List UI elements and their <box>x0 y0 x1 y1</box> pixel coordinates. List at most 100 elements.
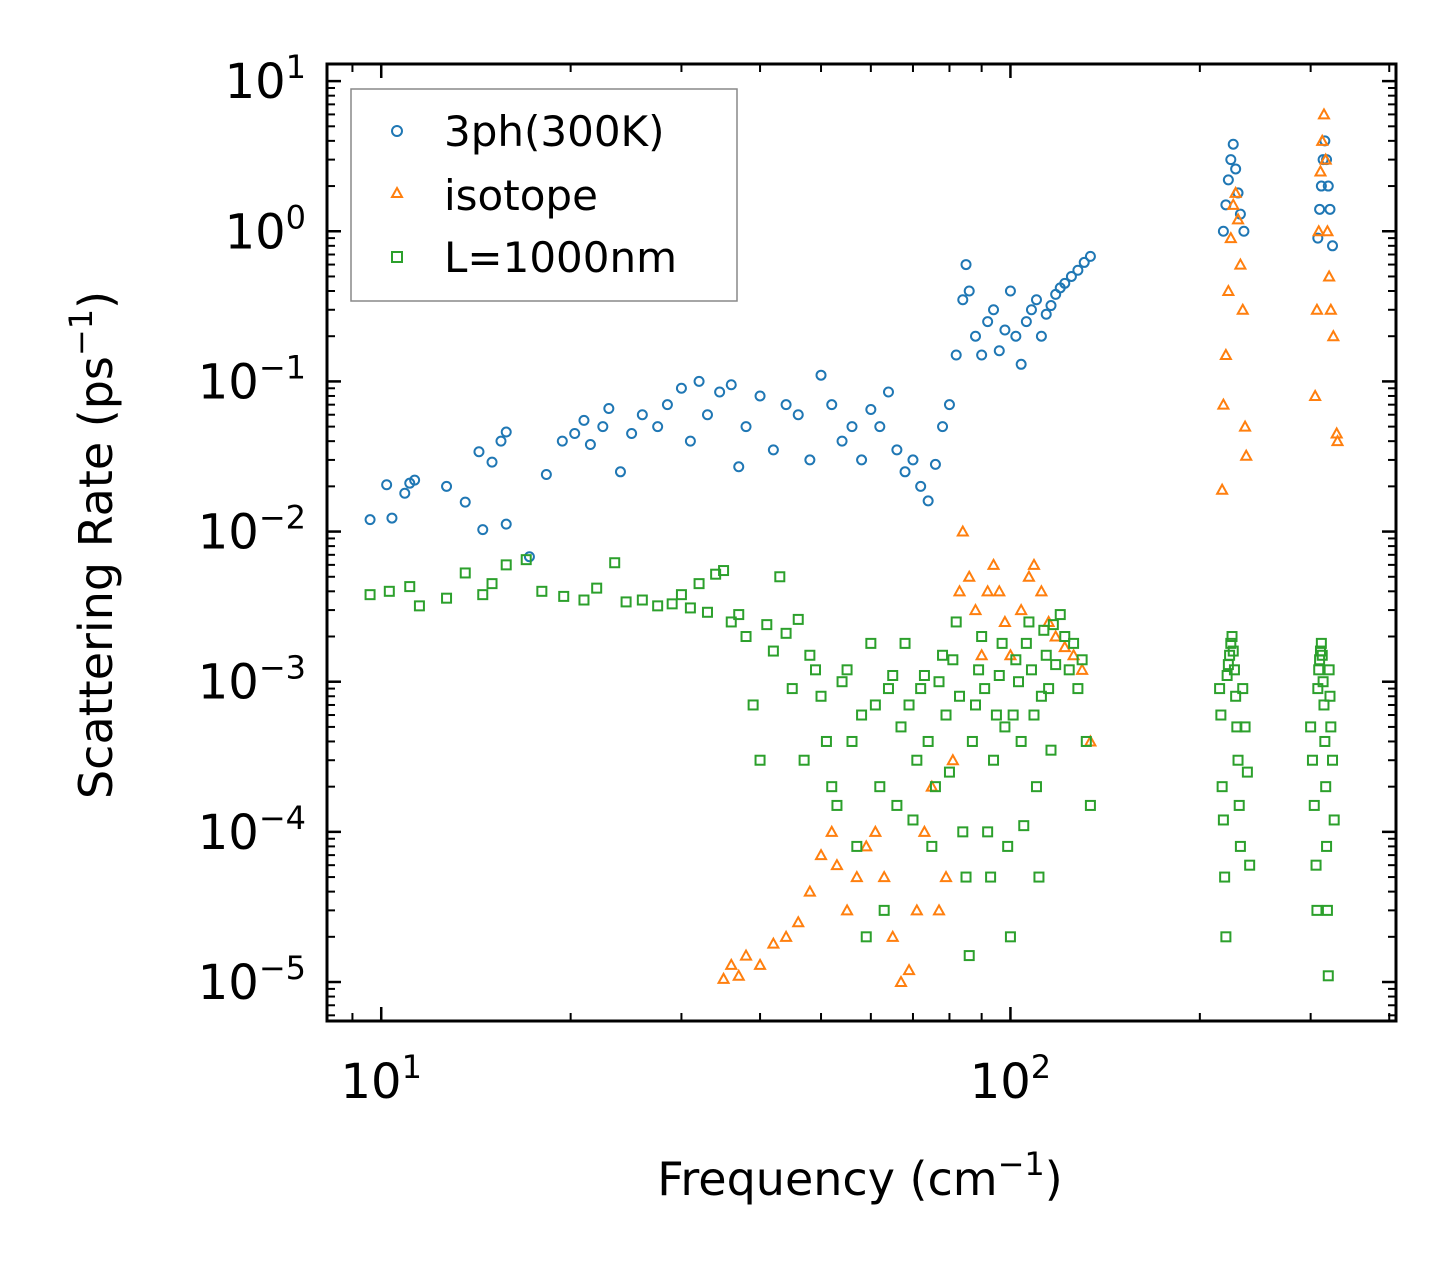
data-point <box>810 664 822 676</box>
data-point <box>950 616 962 628</box>
data-point <box>584 439 596 451</box>
legend-label-boundary: L=1000nm <box>444 233 677 282</box>
data-point <box>754 754 766 766</box>
data-point <box>636 409 648 421</box>
data-point <box>675 382 687 394</box>
data-point <box>1224 231 1238 244</box>
data-point <box>988 304 1000 316</box>
data-point <box>1313 164 1328 177</box>
legend-label-3ph: 3ph(300K) <box>444 107 664 156</box>
data-point <box>974 648 989 661</box>
data-point <box>996 637 1008 649</box>
data-point <box>404 581 416 593</box>
data-point <box>666 598 678 610</box>
data-point <box>939 870 953 883</box>
data-point <box>878 904 890 916</box>
data-point <box>1308 799 1320 811</box>
data-point <box>907 454 919 466</box>
data-point <box>1004 931 1016 943</box>
data-point <box>724 957 738 970</box>
data-point <box>364 589 376 601</box>
data-point <box>740 421 752 433</box>
data-point <box>917 824 932 837</box>
data-point <box>903 699 915 711</box>
data-point <box>1327 240 1339 252</box>
data-point <box>725 379 737 391</box>
data-point <box>1219 871 1231 883</box>
data-point <box>950 349 962 361</box>
data-point <box>767 645 779 657</box>
data-point <box>992 584 1006 597</box>
data-point <box>1222 174 1234 186</box>
data-point <box>1063 664 1075 676</box>
data-point <box>716 971 731 984</box>
data-point <box>556 435 568 447</box>
data-point <box>1320 781 1332 793</box>
data-point <box>1015 358 1027 370</box>
data-point <box>1323 664 1335 676</box>
data-point <box>381 479 393 491</box>
data-point <box>1035 330 1047 342</box>
data-point <box>957 826 969 838</box>
data-point <box>733 609 745 621</box>
data-point <box>1231 212 1245 225</box>
data-point <box>999 721 1011 733</box>
data-point <box>804 649 816 661</box>
data-point <box>1308 388 1322 401</box>
data-point <box>609 557 621 569</box>
data-point <box>1311 904 1323 916</box>
data-point <box>399 487 411 499</box>
data-point <box>1023 616 1035 628</box>
data-point <box>957 294 969 306</box>
data-point <box>1221 669 1233 681</box>
legend-marker-isotope <box>390 185 404 198</box>
data-point <box>1030 781 1042 793</box>
data-point <box>1314 203 1326 215</box>
data-point <box>500 518 512 530</box>
data-point <box>976 349 988 361</box>
data-point <box>754 390 766 402</box>
data-point <box>1227 645 1239 657</box>
data-point <box>733 461 745 473</box>
data-point <box>982 316 994 328</box>
data-point <box>982 826 994 838</box>
data-point <box>1238 225 1250 237</box>
data-point <box>1043 683 1055 695</box>
data-point <box>993 669 1005 681</box>
data-point <box>597 421 609 433</box>
data-point <box>932 903 946 916</box>
data-point <box>693 375 705 387</box>
data-point <box>836 435 848 447</box>
data-point <box>1310 302 1324 315</box>
data-point <box>1010 654 1022 666</box>
data-point <box>1058 640 1072 653</box>
data-point <box>1239 721 1251 733</box>
data-point <box>473 446 485 458</box>
data-point <box>1230 163 1242 175</box>
data-point <box>1047 619 1059 631</box>
data-point <box>614 466 626 478</box>
data-point <box>970 330 982 342</box>
data-point <box>966 735 978 747</box>
data-point <box>993 345 1005 357</box>
data-point <box>1022 569 1036 582</box>
data-point <box>1059 277 1071 289</box>
x-tick-label: 101 <box>341 1048 422 1110</box>
data-point <box>891 799 903 811</box>
data-point <box>962 569 976 582</box>
data-point <box>1312 232 1324 244</box>
data-point <box>840 903 854 916</box>
data-point <box>915 683 927 695</box>
data-point <box>1217 814 1229 826</box>
data-point <box>1233 257 1248 270</box>
data-point <box>947 654 959 666</box>
data-point <box>500 559 512 571</box>
data-point <box>1221 283 1236 297</box>
data-point <box>1327 754 1339 766</box>
data-point <box>830 858 844 871</box>
data-point <box>887 669 899 681</box>
data-point <box>1317 107 1331 120</box>
data-point <box>988 754 1000 766</box>
data-point <box>1232 754 1244 766</box>
data-point <box>973 664 985 676</box>
